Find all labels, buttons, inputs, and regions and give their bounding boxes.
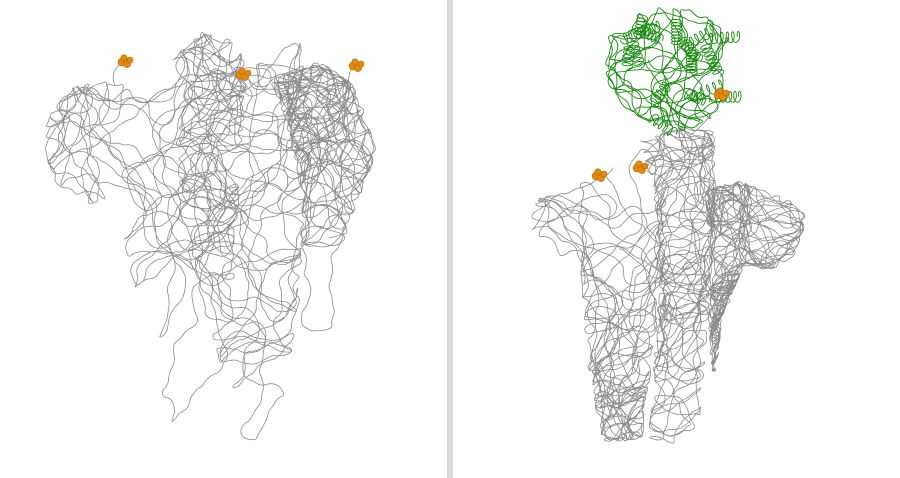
glycan-sphere: [716, 87, 724, 95]
helix: [619, 20, 661, 45]
helix: [700, 43, 724, 77]
right-chain-b-backbone: [640, 126, 717, 444]
helix: [621, 46, 635, 71]
bound-helical-protein: [605, 7, 742, 136]
glycan-sphere: [722, 89, 730, 97]
helix: [676, 36, 704, 62]
glycan-sphere: [351, 58, 359, 66]
right-glycan-3: [713, 87, 730, 101]
glycan-sphere: [238, 67, 246, 75]
glycan-sphere: [594, 168, 602, 176]
bound-complex-structure: [531, 7, 806, 444]
panel-divider[interactable]: [447, 0, 453, 478]
right-glycan-1: [591, 168, 608, 182]
helix: [704, 30, 741, 45]
glycan-sphere: [641, 162, 649, 170]
helix: [648, 114, 678, 136]
glycan-sphere: [120, 54, 128, 62]
glycan-sphere: [357, 60, 365, 68]
left-chain-b-backbone: [175, 42, 314, 441]
helix: [626, 41, 646, 69]
helix: [680, 24, 715, 52]
right-glycan-2: [632, 160, 649, 174]
left-glycan-2: [235, 67, 252, 81]
right-structure-panel[interactable]: [453, 0, 900, 478]
left-chain-a-backbone: [45, 31, 247, 422]
glycan-sphere: [244, 69, 252, 77]
glycan-sphere: [126, 56, 134, 64]
right-chain-a-backbone: [531, 148, 667, 442]
glycan-sphere: [600, 170, 608, 178]
glycan-sphere: [635, 160, 643, 168]
helix: [685, 49, 698, 76]
helix-domain-coil: [605, 7, 730, 131]
left-glycan-1: [117, 54, 134, 68]
left-chain-c-backbone: [271, 62, 376, 332]
left-structure-panel[interactable]: [0, 0, 447, 478]
helix: [683, 88, 711, 106]
helix: [633, 14, 649, 39]
right-chain-c-backbone: [704, 181, 806, 372]
helix: [670, 18, 684, 49]
left-glycan-3: [348, 58, 365, 72]
helix: [650, 81, 671, 108]
closed-trimer-structure: [45, 31, 376, 441]
